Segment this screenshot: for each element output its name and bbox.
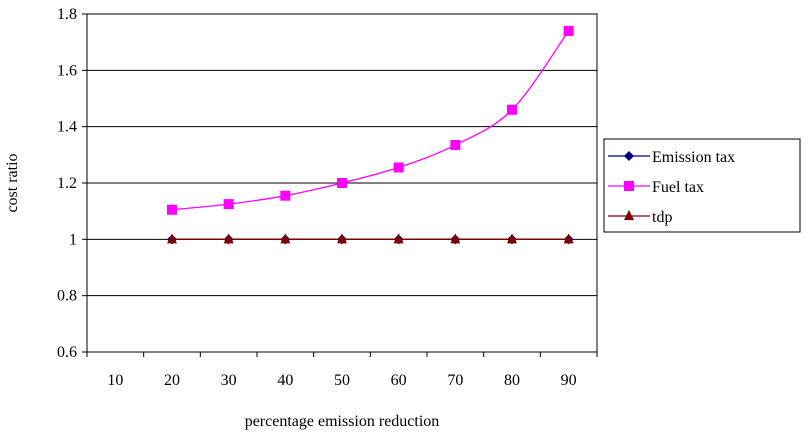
data-point — [337, 233, 347, 244]
x-axis-title: percentage emission reduction — [245, 413, 440, 430]
y-axis: 0.6 0.8 1 1.2 1.4 1.6 1.8 — [57, 6, 87, 361]
y-tick-label: 1.2 — [57, 175, 77, 192]
legend-marker — [624, 210, 634, 220]
data-point — [167, 233, 177, 244]
data-point — [337, 178, 347, 188]
data-point — [450, 233, 461, 244]
x-tick-label: 20 — [164, 372, 180, 389]
legend-item: Fuel tax — [608, 179, 704, 196]
data-point — [167, 204, 177, 215]
legend-label: tdp — [652, 209, 672, 226]
data-point — [563, 233, 574, 244]
y-tick-label: 1 — [69, 231, 77, 248]
y-tick-label: 0.8 — [57, 288, 77, 305]
x-tick-label: 40 — [277, 372, 293, 389]
data-point — [563, 25, 574, 36]
x-tick-label: 70 — [447, 372, 463, 389]
series-1 — [167, 25, 574, 215]
x-tick-label: 60 — [391, 372, 407, 389]
data-point — [280, 190, 291, 201]
data-point — [393, 162, 404, 173]
x-axis: 10 20 30 40 50 60 70 80 90 — [86, 352, 598, 389]
y-tick-label: 1.4 — [57, 119, 77, 136]
x-tick-label: 90 — [561, 372, 577, 389]
x-tick-label: 50 — [334, 372, 350, 389]
legend: Emission tax Fuel tax tdp — [603, 138, 801, 233]
data-point — [223, 199, 234, 210]
legend-marker — [624, 181, 634, 191]
data-point — [393, 233, 404, 244]
x-tick-label: 30 — [221, 372, 237, 389]
legend-item: tdp — [608, 209, 672, 226]
data-point — [507, 104, 517, 115]
legend-item: Emission tax — [608, 149, 735, 166]
x-tick-label: 10 — [107, 372, 123, 389]
y-axis-title: cost ratio — [4, 153, 21, 212]
data-point — [280, 233, 291, 244]
data-point — [507, 233, 517, 244]
data-point — [223, 233, 234, 244]
legend-label: Fuel tax — [652, 179, 704, 196]
y-tick-label: 1.6 — [57, 62, 77, 79]
data-point — [450, 139, 461, 150]
legend-label: Emission tax — [652, 149, 735, 166]
x-tick-label: 80 — [504, 372, 520, 389]
legend-marker — [624, 151, 634, 161]
y-tick-label: 1.8 — [57, 6, 77, 23]
series-2 — [167, 233, 574, 244]
y-tick-label: 0.6 — [57, 344, 77, 361]
series-group — [167, 25, 574, 245]
